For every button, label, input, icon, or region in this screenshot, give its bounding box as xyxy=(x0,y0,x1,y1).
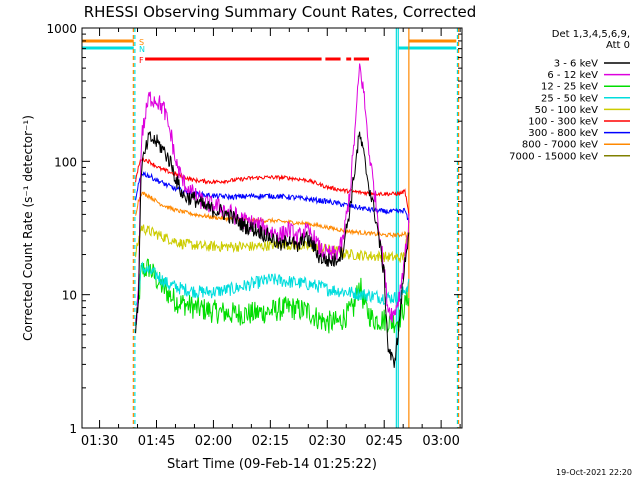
x-axis-label: Start Time (09-Feb-14 01:25:22) xyxy=(167,457,377,472)
legend-label: 50 - 100 keV xyxy=(535,105,599,116)
axes: 1 10 100 1000 01:30 01:45 02:00 02:15 02:30 02:45… xyxy=(46,22,463,449)
x-tick-label: 03:00 xyxy=(422,434,459,449)
legend-label: 12 - 25 keV xyxy=(541,82,598,93)
y-tick-label: 100 xyxy=(54,155,77,169)
plot-area: SNF xyxy=(82,28,460,428)
series-line-50-100keV xyxy=(135,224,410,263)
chart-title: RHESSI Observing Summary Count Rates, Co… xyxy=(84,3,477,21)
flag-label-S: S xyxy=(139,38,144,47)
legend-label: 6 - 12 keV xyxy=(547,70,598,81)
x-tick-label: 02:30 xyxy=(309,434,346,449)
legend-label: 100 - 300 keV xyxy=(528,117,598,128)
x-tick-label: 02:15 xyxy=(252,434,289,449)
series-line-3-6keV xyxy=(135,131,410,368)
legend-label: 3 - 6 keV xyxy=(554,59,598,70)
y-tick-label: 1000 xyxy=(46,22,77,36)
legend-label: 800 - 7000 keV xyxy=(522,140,598,151)
flag-label-F: F xyxy=(139,56,144,65)
x-tick-label: 01:45 xyxy=(138,434,175,449)
date-stamp: 19-Oct-2021 22:20 xyxy=(556,468,632,477)
x-tick-label: 01:30 xyxy=(81,434,118,449)
y-axis-label: Corrected Count Rate (s⁻¹ detector⁻¹) xyxy=(21,115,35,341)
series-line-6-12keV xyxy=(135,63,410,324)
legend-label: 25 - 50 keV xyxy=(541,93,598,104)
legend-label: 300 - 800 keV xyxy=(528,128,598,139)
series-line-25-50keV xyxy=(135,261,410,306)
legend-label: 7000 - 15000 keV xyxy=(509,151,598,162)
y-tick-label: 1 xyxy=(69,422,77,436)
x-tick-label: 02:00 xyxy=(195,434,232,449)
series-line-12-25keV xyxy=(135,258,410,334)
y-tick-label: 10 xyxy=(62,289,77,303)
series-line-100-300keV xyxy=(135,157,410,216)
legend-header: Att 0 xyxy=(606,40,630,51)
x-tick-label: 02:45 xyxy=(365,434,402,449)
series-line-800-7000keV xyxy=(135,191,410,241)
flag-label-N: N xyxy=(139,45,145,54)
plot-frame xyxy=(81,27,463,429)
legend-header: Det 1,3,4,5,6,9, xyxy=(552,29,630,40)
